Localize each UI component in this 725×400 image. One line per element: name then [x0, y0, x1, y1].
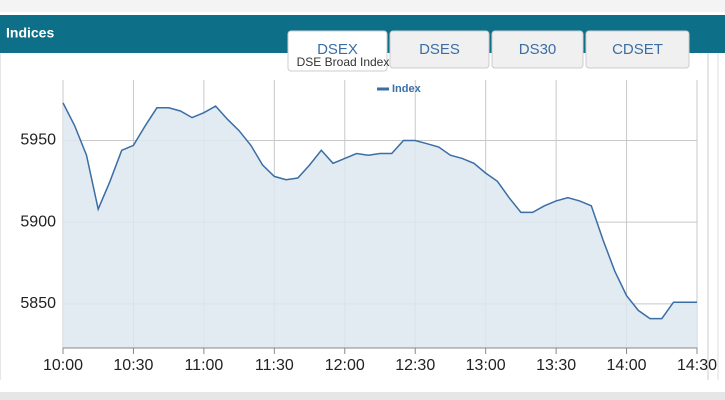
y-tick-label: 5950 — [20, 132, 56, 149]
top-strip — [0, 0, 725, 12]
tab-label[interactable]: DS30 — [519, 41, 557, 58]
x-tick-label: 12:00 — [325, 357, 365, 374]
x-tick-label: 11:30 — [255, 357, 294, 374]
y-tick-label: 5850 — [20, 295, 56, 312]
x-tick-label: 10:30 — [113, 357, 153, 374]
x-tick-label: 12:30 — [395, 357, 435, 374]
tab[interactable] — [389, 30, 490, 69]
legend-label: Index — [392, 83, 422, 95]
header-bar-right — [715, 15, 725, 53]
header-title: Indices — [6, 25, 54, 41]
tab-label[interactable]: DSEX — [317, 41, 358, 58]
area — [63, 102, 697, 349]
x-tick-label: 11:00 — [184, 357, 223, 374]
x-tick-label: 10:00 — [43, 357, 83, 374]
tab-label[interactable]: DSES — [419, 41, 460, 58]
x-tick-label: 13:30 — [536, 357, 576, 374]
tab[interactable] — [287, 30, 388, 72]
tab-label[interactable]: CDSET — [612, 41, 663, 58]
y-tick-label: 5900 — [20, 213, 56, 230]
tab[interactable] — [585, 30, 690, 69]
chart-title: DSE Broad Index — [297, 55, 390, 69]
x-tick-label: 13:00 — [466, 357, 506, 374]
line — [62, 102, 697, 320]
tab[interactable] — [491, 30, 584, 69]
x-tick-label: 14:30 — [677, 357, 717, 374]
x-tick-label: 14:00 — [607, 357, 647, 374]
footer-bar — [0, 392, 725, 400]
